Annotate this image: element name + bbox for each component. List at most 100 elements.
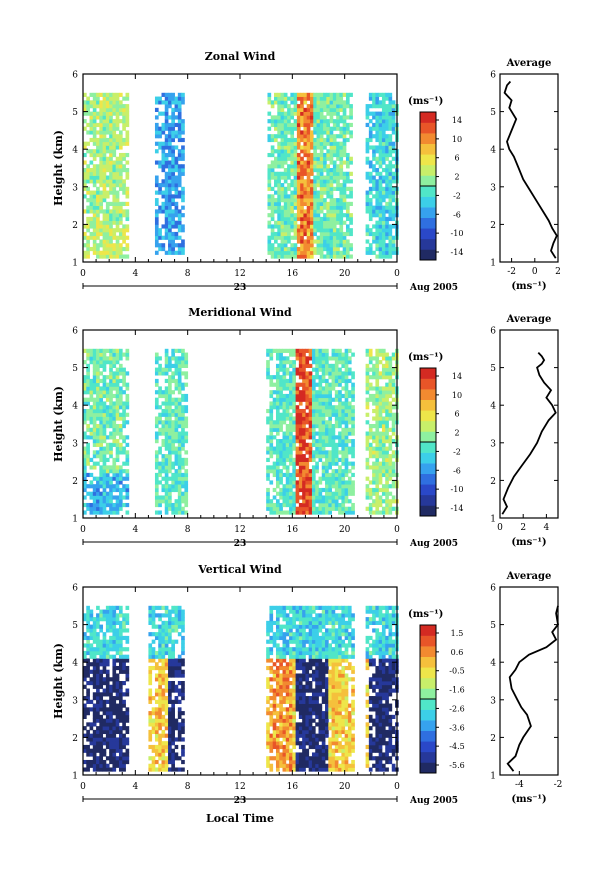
heatmap-cell [295, 416, 300, 421]
heatmap-cell [316, 224, 321, 229]
heatmap-cell [325, 461, 329, 466]
heatmap-cell [292, 360, 296, 365]
heatmap-cell [316, 100, 321, 105]
heatmap-cell [293, 254, 298, 259]
heatmap-cell [347, 499, 352, 504]
heatmap-cell [311, 442, 316, 447]
heatmap-cell [308, 510, 313, 515]
heatmap-cell [118, 171, 123, 176]
heatmap-cell [112, 635, 117, 641]
heatmap-cell [331, 348, 336, 353]
heatmap-cell [282, 375, 287, 380]
heatmap-cell [381, 246, 386, 252]
heatmap-cell [168, 408, 172, 414]
heatmap-cell [92, 647, 97, 652]
x-tick-label: 4 [132, 525, 138, 535]
heatmap-cell [96, 243, 100, 248]
heatmap-cell [164, 160, 169, 165]
heatmap-cell [112, 356, 117, 361]
heatmap-cell [86, 168, 90, 173]
heatmap-cell [164, 439, 169, 444]
heatmap-cell [118, 235, 123, 240]
heatmap-cell [154, 401, 159, 406]
heatmap-cell [92, 205, 97, 210]
heatmap-cell [329, 119, 334, 124]
heatmap-cell [388, 224, 393, 229]
heatmap-cell [323, 164, 327, 169]
heatmap-cell [125, 692, 130, 697]
heatmap-cell [302, 390, 306, 395]
heatmap-cell [311, 435, 316, 440]
heatmap-cell [285, 487, 290, 493]
heatmap-cell [319, 198, 324, 203]
heatmap-cell [99, 681, 104, 686]
heatmap-cell [148, 665, 153, 671]
heatmap-cell [161, 160, 166, 165]
heatmap-cell [318, 378, 323, 384]
heatmap-cell [295, 382, 300, 387]
heatmap-cell [372, 92, 376, 97]
heatmap-cell [388, 435, 393, 440]
heatmap-cell [275, 416, 280, 421]
heatmap-cell [332, 164, 337, 169]
heatmap-cell [164, 137, 169, 143]
heatmap-cell [105, 254, 110, 259]
heatmap-cell [296, 134, 301, 139]
heatmap-cell [329, 228, 334, 233]
heatmap-cell [277, 209, 281, 214]
y-tick-label: 5 [72, 364, 78, 374]
heatmap-cell [310, 186, 314, 191]
heatmap-cell [290, 235, 295, 240]
heatmap-cell [83, 613, 87, 618]
heatmap-cell [96, 356, 100, 361]
heatmap-cell [329, 96, 334, 101]
heatmap-cell [122, 405, 126, 410]
heatmap-cell [344, 480, 349, 485]
heatmap-cell [316, 220, 321, 225]
heatmap-cell [109, 476, 113, 481]
heatmap-cell [161, 454, 166, 459]
heatmap-cell [345, 216, 350, 222]
heatmap-cell [174, 401, 179, 406]
heatmap-cell [316, 183, 321, 188]
heatmap-cell [378, 134, 383, 139]
heatmap-cell [279, 382, 283, 387]
heatmap-cell [86, 104, 90, 109]
heatmap-cell [177, 137, 182, 143]
heatmap-cell [174, 213, 179, 218]
heatmap-cell [99, 759, 104, 765]
heatmap-cell [266, 367, 270, 372]
heatmap-cell [118, 759, 123, 765]
heatmap-cell [125, 141, 130, 146]
heatmap-cell [368, 480, 373, 485]
heatmap-cell [375, 367, 380, 372]
heatmap-cell [341, 356, 346, 361]
heatmap-cell [154, 235, 159, 240]
heatmap-cell [158, 472, 162, 478]
heatmap-cell [168, 209, 172, 214]
heatmap-cell [148, 763, 153, 768]
heatmap-cell [339, 168, 344, 173]
heatmap-cell [308, 378, 313, 384]
heatmap-cell [102, 729, 107, 735]
heatmap-cell [293, 164, 298, 169]
heatmap-cell [345, 246, 350, 252]
heatmap-cell [89, 726, 94, 731]
heatmap-cell [311, 390, 316, 395]
heatmap-cell [365, 104, 370, 109]
heatmap-cell [115, 673, 120, 678]
heatmap-cell [339, 126, 344, 131]
heatmap-cell [122, 246, 126, 252]
heatmap-cell [177, 152, 182, 158]
heatmap-cell [109, 352, 113, 357]
heatmap-cell [334, 408, 339, 414]
heatmap-cell [378, 224, 383, 229]
heatmap-cell [161, 190, 166, 195]
heatmap-cell [96, 737, 100, 742]
heatmap-cell [83, 231, 87, 237]
heatmap-cell [289, 390, 293, 395]
heatmap-cell [112, 386, 117, 391]
heatmap-cell [388, 100, 393, 105]
heatmap-cell [305, 356, 310, 361]
heatmap-cell [308, 393, 313, 399]
